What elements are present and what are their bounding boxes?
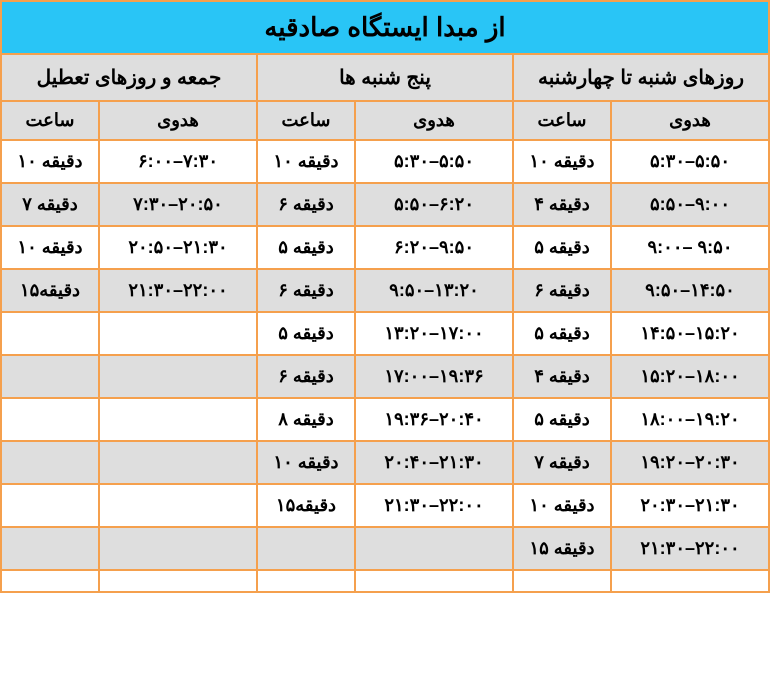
cell-headway: ۷:۳۰–۲۰:۵۰ [99, 183, 257, 226]
title-cell: از مبدا ایستگاه صادقیه [1, 1, 769, 54]
sub-header-clock-1: ساعت [257, 101, 355, 140]
cell-clock: ۱۰ دقیقه [257, 140, 355, 183]
cell-headway [355, 527, 513, 570]
cell-headway [355, 570, 513, 592]
table-row: ۱۹:۲۰–۲۰:۳۰ ۷ دقیقه ۲۰:۴۰–۲۱:۳۰ ۱۰ دقیقه [1, 441, 769, 484]
cell-clock: ۵ دقیقه [513, 312, 611, 355]
sub-header-clock-0: ساعت [513, 101, 611, 140]
table-row: ۵:۵۰–۹:۰۰ ۴ دقیقه ۵:۵۰–۶:۲۰ ۶ دقیقه ۷:۳۰… [1, 183, 769, 226]
cell-clock: ۵ دقیقه [257, 312, 355, 355]
cell-headway [99, 570, 257, 592]
cell-clock [1, 441, 99, 484]
table-row [1, 570, 769, 592]
sub-header-row: هدوی ساعت هدوی ساعت هدوی ساعت [1, 101, 769, 140]
cell-clock: ۱۰ دقیقه [513, 484, 611, 527]
cell-clock [1, 527, 99, 570]
cell-headway [99, 527, 257, 570]
cell-headway: ۱۵:۲۰–۱۸:۰۰ [611, 355, 769, 398]
table-row: ۱۵:۲۰–۱۸:۰۰ ۴ دقیقه ۱۷:۰۰–۱۹:۳۶ ۶ دقیقه [1, 355, 769, 398]
table-row: ۵:۳۰–۵:۵۰ ۱۰ دقیقه ۵:۳۰–۵:۵۰ ۱۰ دقیقه ۶:… [1, 140, 769, 183]
cell-clock: ۱۵ دقیقه [513, 527, 611, 570]
group-header-0: روزهای شنبه تا چهارشنبه [513, 54, 769, 101]
cell-clock: ۶ دقیقه [257, 355, 355, 398]
cell-clock: ۱۰ دقیقه [257, 441, 355, 484]
cell-headway: ۱۹:۲۰–۲۰:۳۰ [611, 441, 769, 484]
cell-headway: ۹:۰۰– ۹:۵۰ [611, 226, 769, 269]
cell-clock: ۵ دقیقه [513, 226, 611, 269]
table-row: ۱۸:۰۰–۱۹:۲۰ ۵ دقیقه ۱۹:۳۶–۲۰:۴۰ ۸ دقیقه [1, 398, 769, 441]
cell-clock [1, 570, 99, 592]
cell-headway [99, 355, 257, 398]
cell-clock: ۵ دقیقه [257, 226, 355, 269]
cell-clock [1, 355, 99, 398]
cell-clock: ۷ دقیقه [513, 441, 611, 484]
group-header-2: جمعه و روزهای تعطیل [1, 54, 257, 101]
cell-clock: ۶ دقیقه [513, 269, 611, 312]
cell-clock: ۶ دقیقه [257, 269, 355, 312]
cell-headway: ۶:۲۰–۹:۵۰ [355, 226, 513, 269]
cell-clock [513, 570, 611, 592]
cell-clock: ۷ دقیقه [1, 183, 99, 226]
cell-clock: ۱۰ دقیقه [513, 140, 611, 183]
table-row: ۱۴:۵۰–۱۵:۲۰ ۵ دقیقه ۱۳:۲۰–۱۷:۰۰ ۵ دقیقه [1, 312, 769, 355]
cell-clock [1, 484, 99, 527]
sub-header-clock-2: ساعت [1, 101, 99, 140]
cell-clock [1, 312, 99, 355]
cell-headway [99, 441, 257, 484]
schedule-table: از مبدا ایستگاه صادقیه روزهای شنبه تا چه… [0, 0, 770, 593]
cell-headway: ۲۰:۵۰–۲۱:۳۰ [99, 226, 257, 269]
cell-headway: ۲۱:۳۰–۲۲:۰۰ [99, 269, 257, 312]
cell-clock [257, 527, 355, 570]
cell-headway: ۲۰:۳۰–۲۱:۳۰ [611, 484, 769, 527]
cell-headway: ۵:۳۰–۵:۵۰ [611, 140, 769, 183]
sub-header-headway-1: هدوی [355, 101, 513, 140]
cell-headway: ۲۰:۴۰–۲۱:۳۰ [355, 441, 513, 484]
cell-headway: ۱۴:۵۰–۱۵:۲۰ [611, 312, 769, 355]
cell-headway: ۵:۵۰–۶:۲۰ [355, 183, 513, 226]
cell-headway: ۶:۰۰–۷:۳۰ [99, 140, 257, 183]
group-header-row: روزهای شنبه تا چهارشنبه پنج شنبه ها جمعه… [1, 54, 769, 101]
cell-headway: ۱۳:۲۰–۱۷:۰۰ [355, 312, 513, 355]
cell-headway [99, 312, 257, 355]
cell-headway: ۹:۵۰–۱۴:۵۰ [611, 269, 769, 312]
cell-headway: ۲۱:۳۰–۲۲:۰۰ [611, 527, 769, 570]
cell-clock: ۴ دقیقه [513, 355, 611, 398]
cell-headway: ۱۸:۰۰–۱۹:۲۰ [611, 398, 769, 441]
table-row: ۲۱:۳۰–۲۲:۰۰ ۱۵ دقیقه [1, 527, 769, 570]
cell-clock: ۱۰ دقیقه [1, 140, 99, 183]
sub-header-headway-2: هدوی [99, 101, 257, 140]
cell-clock: ۱۵دقیقه [1, 269, 99, 312]
table-row: ۲۰:۳۰–۲۱:۳۰ ۱۰ دقیقه ۲۱:۳۰–۲۲:۰۰ ۱۵دقیقه [1, 484, 769, 527]
cell-clock: ۶ دقیقه [257, 183, 355, 226]
cell-clock [257, 570, 355, 592]
cell-clock: ۸ دقیقه [257, 398, 355, 441]
cell-headway: ۵:۳۰–۵:۵۰ [355, 140, 513, 183]
cell-headway: ۹:۵۰–۱۳:۲۰ [355, 269, 513, 312]
cell-clock: ۱۰ دقیقه [1, 226, 99, 269]
cell-clock: ۴ دقیقه [513, 183, 611, 226]
cell-headway: ۱۷:۰۰–۱۹:۳۶ [355, 355, 513, 398]
cell-headway: ۵:۵۰–۹:۰۰ [611, 183, 769, 226]
cell-headway [611, 570, 769, 592]
cell-headway: ۱۹:۳۶–۲۰:۴۰ [355, 398, 513, 441]
cell-headway [99, 484, 257, 527]
cell-clock: ۵ دقیقه [513, 398, 611, 441]
cell-clock: ۱۵دقیقه [257, 484, 355, 527]
cell-headway: ۲۱:۳۰–۲۲:۰۰ [355, 484, 513, 527]
cell-clock [1, 398, 99, 441]
cell-headway [99, 398, 257, 441]
sub-header-headway-0: هدوی [611, 101, 769, 140]
title-row: از مبدا ایستگاه صادقیه [1, 1, 769, 54]
table-row: ۹:۵۰–۱۴:۵۰ ۶ دقیقه ۹:۵۰–۱۳:۲۰ ۶ دقیقه ۲۱… [1, 269, 769, 312]
table-row: ۹:۰۰– ۹:۵۰ ۵ دقیقه ۶:۲۰–۹:۵۰ ۵ دقیقه ۲۰:… [1, 226, 769, 269]
group-header-1: پنج شنبه ها [257, 54, 513, 101]
